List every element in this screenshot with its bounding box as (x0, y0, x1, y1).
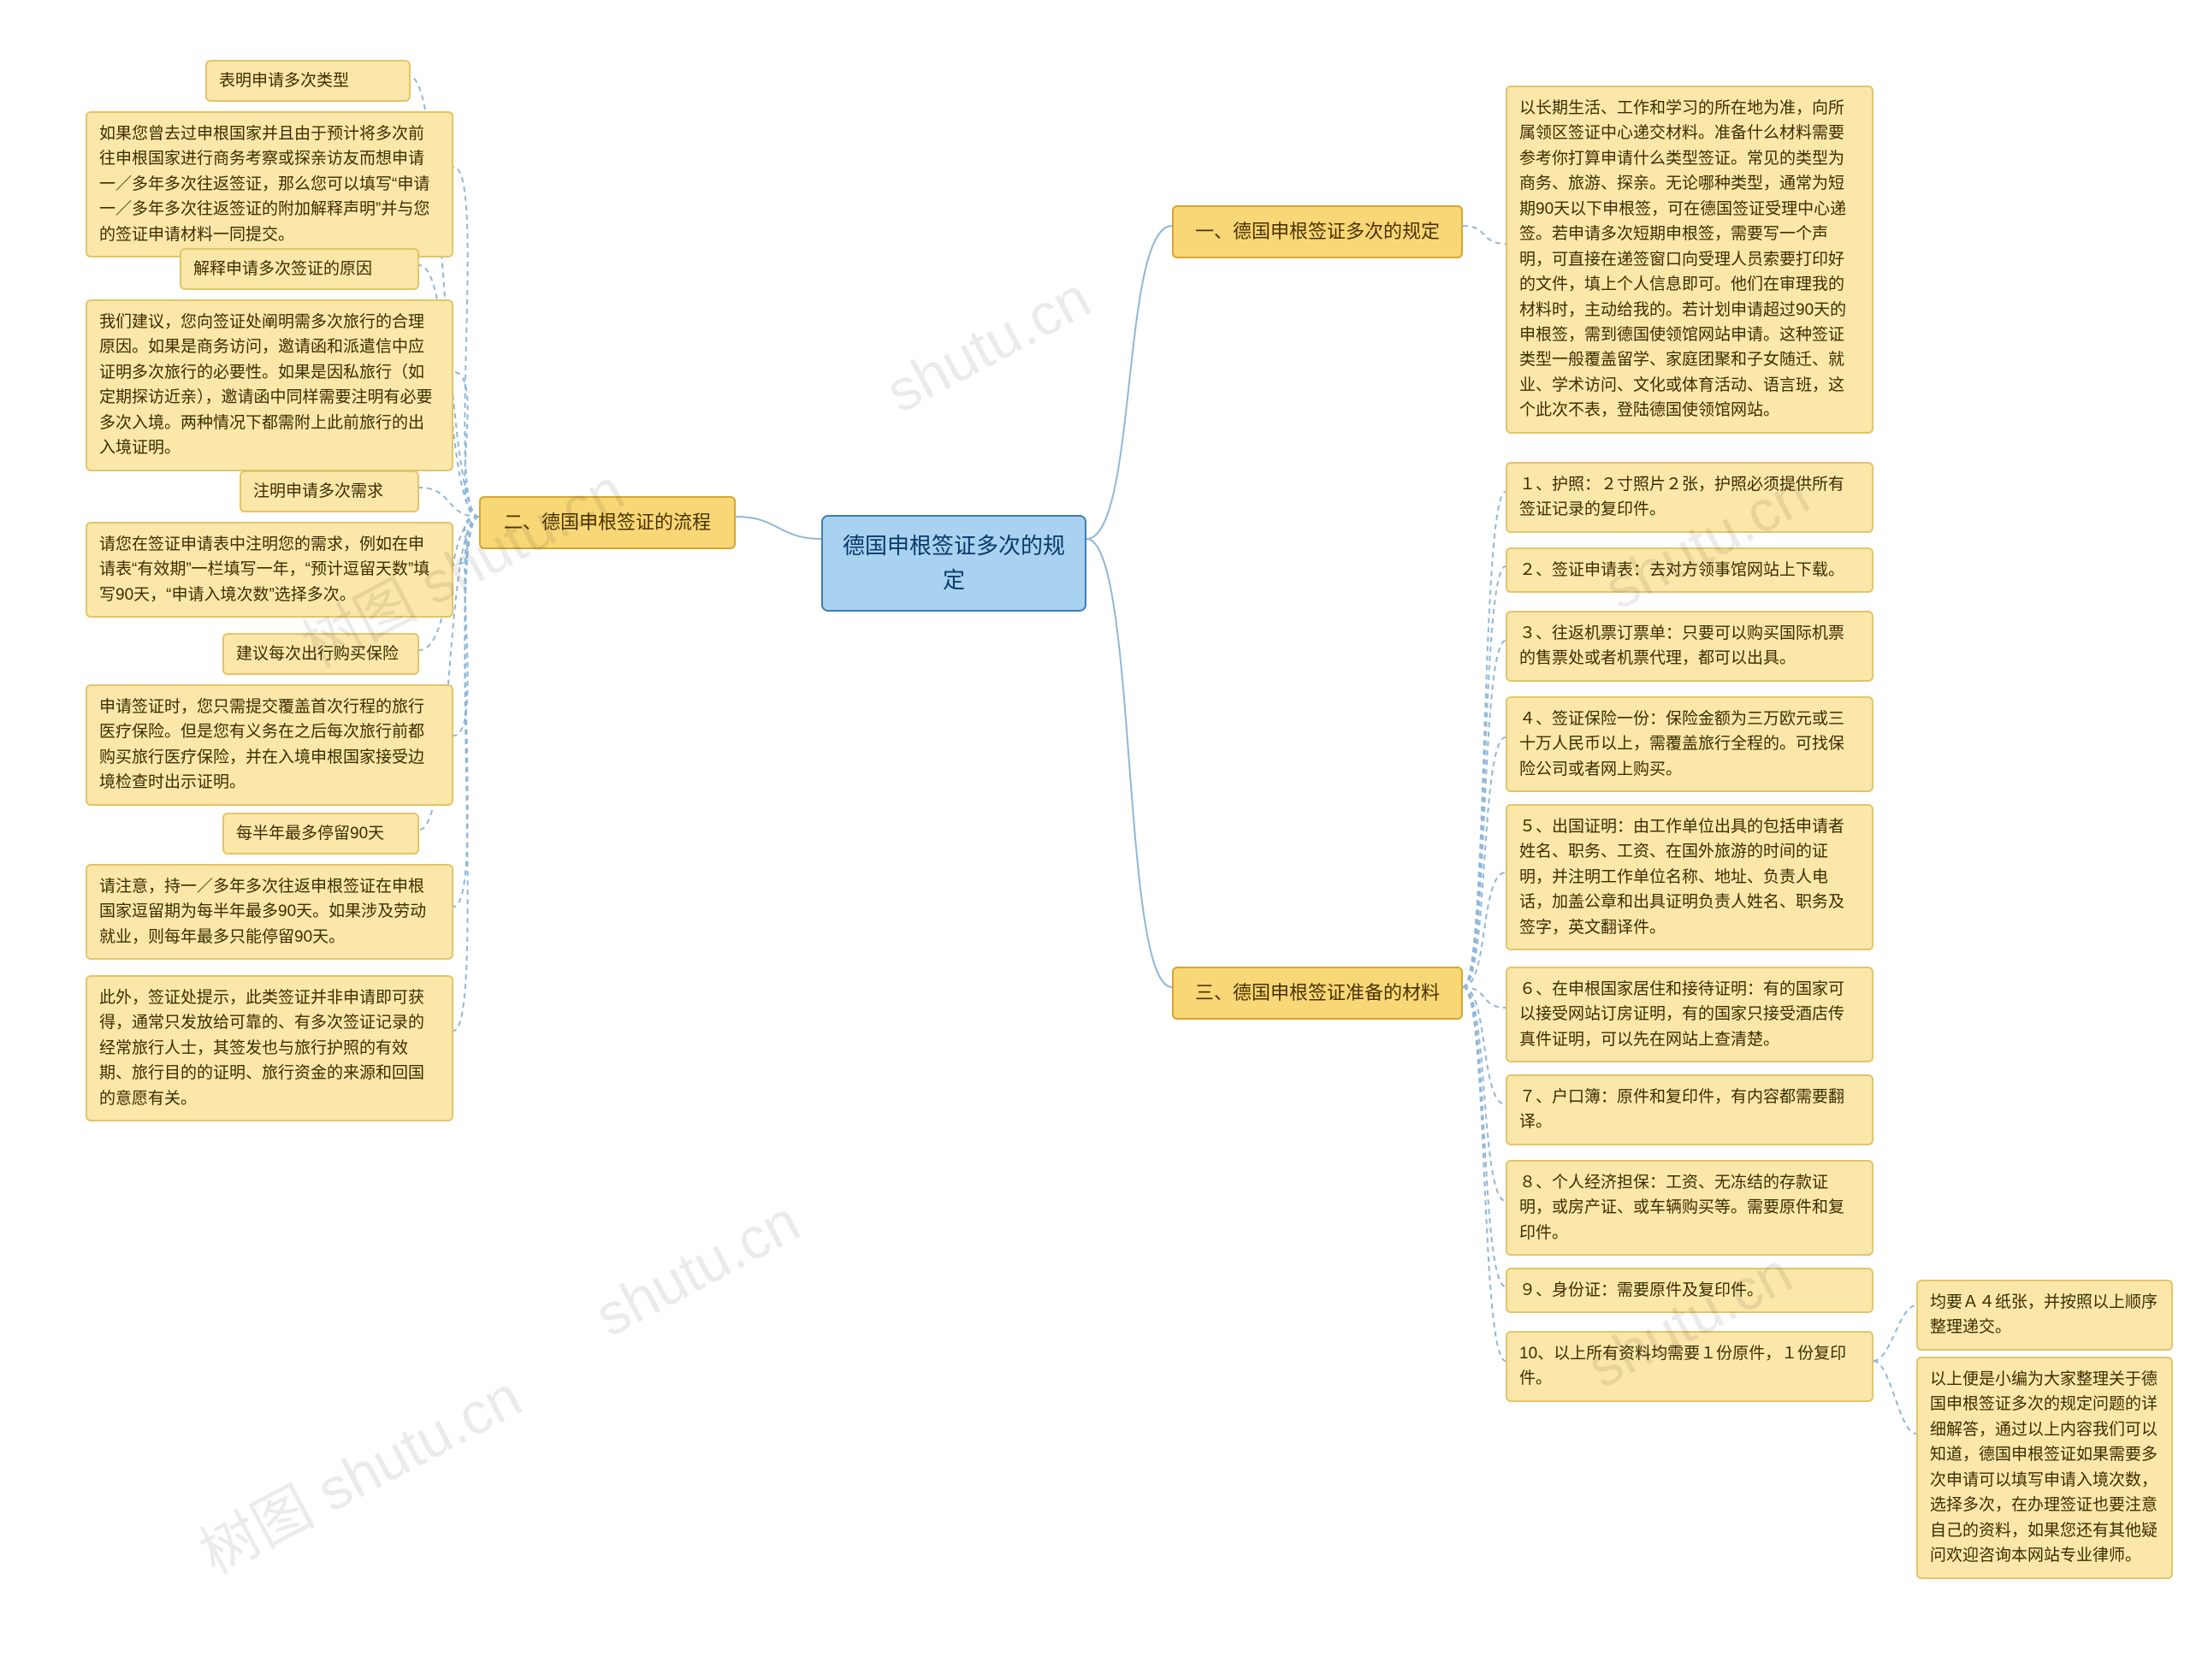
leaf-material-6: ７、户口簿：原件和复印件，有内容都需要翻译。 (1506, 1074, 1873, 1145)
leaf-reg-detail: 以长期生活、工作和学习的所在地为准，向所属领区签证中心递交材料。准备什么材料需要… (1506, 86, 1873, 434)
leaf-process-1: 如果您曾去过申根国家并且由于预计将多次前往申根国家进行商务考察或探亲访友而想申请… (86, 111, 453, 257)
center-topic: 德国申根签证多次的规定 (821, 515, 1086, 612)
branch-regulations: 一、德国申根签证多次的规定 (1172, 205, 1463, 258)
leaf-material-5: ６、在申根国家居住和接待证明：有的国家可以接受网站订房证明，有的国家只接受酒店传… (1506, 967, 1873, 1062)
leaf-material-1: ２、签证申请表：去对方领事馆网站上下载。 (1506, 547, 1873, 593)
leaf-process-6: 建议每次出行购买保险 (222, 633, 419, 675)
leaf-process-8: 每半年最多停留90天 (222, 813, 419, 855)
branch-process: 二、德国申根签证的流程 (479, 496, 736, 549)
leaf-material-9-1: 以上便是小编为大家整理关于德国申根签证多次的规定问题的详细解答，通过以上内容我们… (1916, 1357, 2173, 1579)
leaf-process-5: 请您在签证申请表中注明您的需求，例如在申请表“有效期”一栏填写一年，“预计逗留天… (86, 522, 453, 618)
leaf-process-10: 此外，签证处提示，此类签证并非申请即可获得，通常只发放给可靠的、有多次签证记录的… (86, 975, 453, 1121)
leaf-material-2: ３、往返机票订票单：只要可以购买国际机票的售票处或者机票代理，都可以出具。 (1506, 611, 1873, 682)
leaf-material-8: ９、身份证：需要原件及复印件。 (1506, 1268, 1873, 1313)
leaf-material-0: １、护照：２寸照片２张，护照必须提供所有签证记录的复印件。 (1506, 462, 1873, 533)
leaf-process-4: 注明申请多次需求 (240, 470, 419, 512)
leaf-material-3: ４、签证保险一份：保险金额为三万欧元或三十万人民币以上，需覆盖旅行全程的。可找保… (1506, 696, 1873, 792)
leaf-process-7: 申请签证时，您只需提交覆盖首次行程的旅行医疗保险。但是您有义务在之后每次旅行前都… (86, 684, 453, 806)
leaf-process-9: 请注意，持一／多年多次往返申根签证在申根国家逗留期为每半年最多90天。如果涉及劳… (86, 864, 453, 960)
leaf-material-9: 10、以上所有资料均需要１份原件，１份复印件。 (1506, 1331, 1873, 1402)
leaf-material-7: ８、个人经济担保：工资、无冻结的存款证明，或房产证、或车辆购买等。需要原件和复印… (1506, 1160, 1873, 1256)
leaf-material-9-0: 均要Ａ４纸张，并按照以上顺序整理递交。 (1916, 1280, 2173, 1351)
leaf-process-0: 表明申请多次类型 (205, 60, 411, 102)
leaf-material-4: ５、出国证明：由工作单位出具的包括申请者姓名、职务、工资、在国外旅游的时间的证明… (1506, 804, 1873, 950)
leaf-process-3: 我们建议，您向签证处阐明需多次旅行的合理原因。如果是商务访问，邀请函和派遣信中应… (86, 299, 453, 471)
branch-materials: 三、德国申根签证准备的材料 (1172, 967, 1463, 1020)
leaf-process-2: 解释申请多次签证的原因 (180, 248, 419, 290)
